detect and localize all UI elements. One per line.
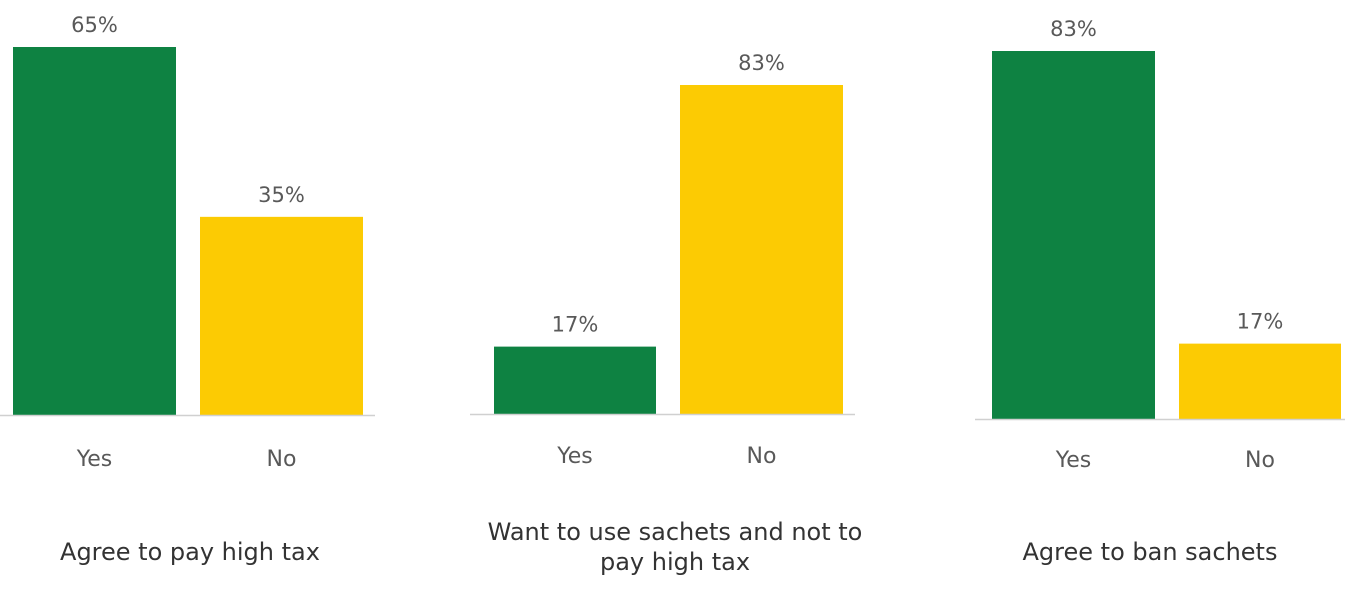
- chart-caption: Want to use sachets and not to pay high …: [487, 518, 863, 576]
- bar-no: [680, 85, 843, 414]
- chart-panel-pay-high-tax: 65% Yes 35% No Agree to pay high tax: [0, 0, 380, 589]
- data-label: 83%: [1050, 17, 1097, 41]
- bar-chart-pay-high-tax: 65% Yes 35% No: [0, 13, 375, 472]
- bar-yes: [13, 47, 176, 415]
- bar-no: [1179, 343, 1341, 419]
- category-label: No: [267, 447, 297, 472]
- chart-caption: Agree to ban sachets: [1022, 538, 1278, 566]
- category-label: Yes: [1055, 448, 1092, 473]
- category-label: No: [1245, 448, 1275, 473]
- bar-chart-ban-sachets: 83% Yes 17% No: [975, 17, 1345, 473]
- chart-caption: Agree to pay high tax: [60, 538, 320, 566]
- category-label: No: [747, 444, 777, 469]
- category-label: Yes: [556, 444, 593, 469]
- bar-chart-use-sachets: 17% Yes 83% No: [470, 51, 855, 469]
- data-label: 35%: [258, 183, 305, 207]
- data-label: 17%: [552, 313, 599, 337]
- bar-no: [200, 216, 363, 415]
- data-label: 83%: [738, 51, 785, 75]
- data-label: 65%: [71, 13, 118, 37]
- chart-panel-use-sachets: 17% Yes 83% No Want to use sachets and not …: [470, 0, 862, 589]
- data-label: 17%: [1237, 310, 1284, 334]
- chart-panel-ban-sachets: 83% Yes 17% No Agree to ban sachets: [960, 0, 1350, 589]
- bar-yes: [992, 51, 1155, 419]
- category-label: Yes: [76, 447, 113, 472]
- bar-yes: [494, 346, 656, 414]
